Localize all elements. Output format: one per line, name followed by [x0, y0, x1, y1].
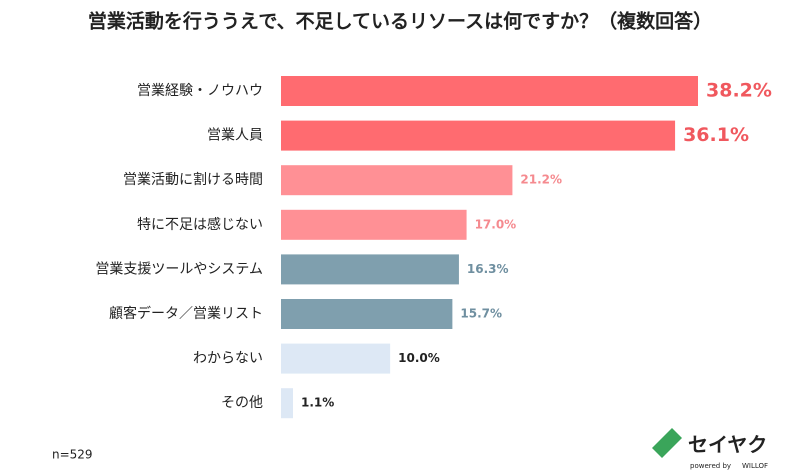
note: n=529 [52, 448, 93, 462]
logo-brand: WILLOF [742, 462, 768, 470]
value-label: 38.2% [706, 80, 772, 102]
bar [281, 120, 676, 151]
category-label: 特に不足は感じない [137, 216, 263, 233]
logo: セイヤク powered by WILLOF [652, 428, 768, 470]
category-label: 営業活動に割ける時間 [123, 171, 263, 188]
bar [281, 343, 391, 374]
bar [281, 299, 453, 329]
category-label: 営業支援ツールやシステム [95, 261, 263, 277]
logo-powered: powered by [690, 462, 731, 470]
bar [281, 76, 698, 106]
value-label: 36.1% [683, 124, 749, 146]
chart-title: 営業活動を行ううえで、不足しているリソースは何ですか？（複数回答） [88, 10, 712, 33]
value-label: 16.3% [467, 262, 509, 276]
logo-icon [652, 428, 682, 458]
bar [281, 254, 459, 285]
bar [281, 388, 294, 419]
value-label: 10.0% [398, 351, 440, 365]
bar [281, 209, 467, 240]
logo-name: セイヤク [688, 433, 767, 457]
category-label: その他 [221, 395, 263, 411]
value-label: 17.0% [475, 217, 517, 231]
value-label: 15.7% [460, 307, 502, 321]
bar [281, 165, 513, 196]
value-label: 21.2% [520, 173, 562, 187]
category-label: 営業人員 [207, 128, 263, 144]
category-label: 顧客データ／営業リスト [109, 305, 263, 322]
value-label: 1.1% [301, 396, 334, 410]
category-label: 営業経験・ノウハウ [137, 83, 263, 99]
category-label: わからない [193, 351, 263, 367]
